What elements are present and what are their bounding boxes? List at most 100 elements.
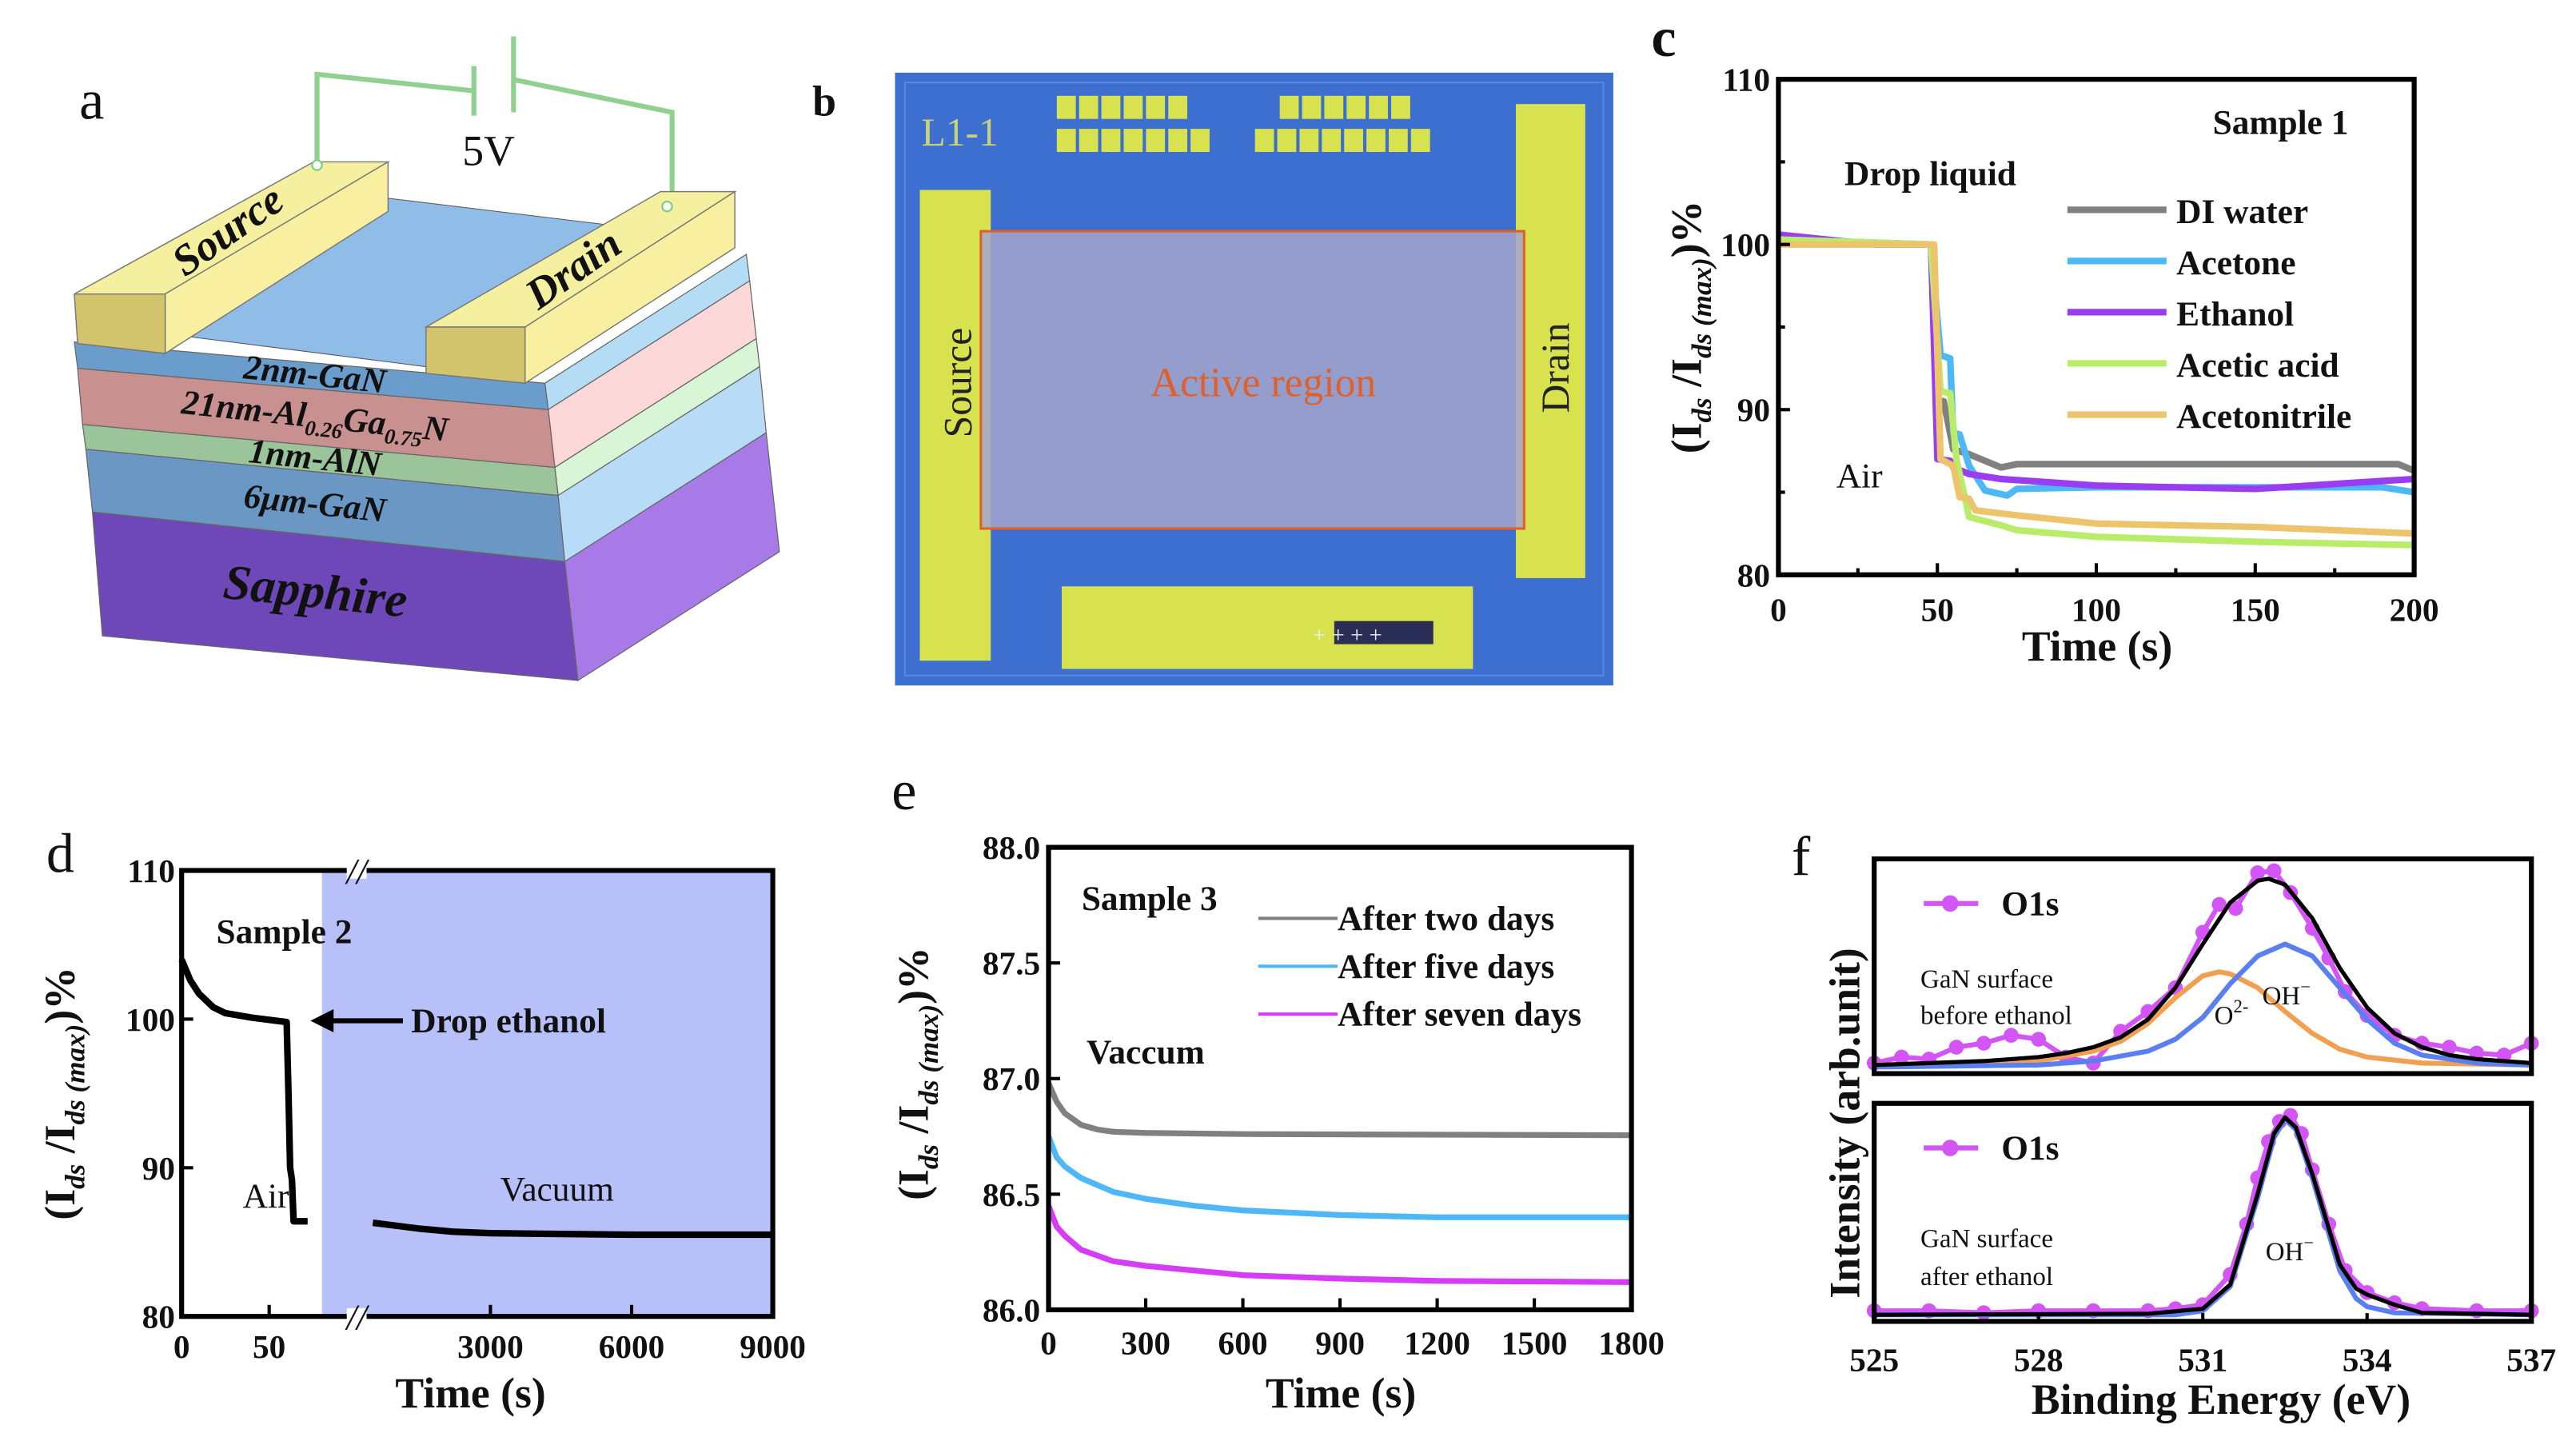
layer-label-part: N bbox=[421, 409, 452, 449]
y-tick-label: 100 bbox=[126, 1001, 175, 1038]
x-axis-label: Time (s) bbox=[1266, 1369, 1416, 1417]
plot-frame bbox=[1872, 856, 2534, 1076]
sample-note: after ethanol bbox=[1920, 1263, 2053, 1291]
y-axis-label-part: (I bbox=[890, 1169, 938, 1200]
legend-label: Acetone bbox=[2176, 244, 2295, 282]
bond-pad bbox=[1190, 129, 1210, 153]
axis-break-gap bbox=[346, 862, 367, 879]
x-tick-label: 1800 bbox=[1598, 1325, 1665, 1362]
y-axis-label-part: ds (max) bbox=[913, 1004, 944, 1105]
bond-pad bbox=[1146, 129, 1166, 153]
series-line-acetonitrile bbox=[1778, 241, 2415, 537]
y-tick-label: 90 bbox=[1737, 392, 1770, 429]
bond-pad bbox=[1344, 129, 1363, 153]
series-line-after-seven-days bbox=[1046, 1204, 1632, 1285]
vacuum-shaded-region bbox=[321, 870, 773, 1317]
raw-data-point bbox=[2031, 1032, 2047, 1047]
bond-pad bbox=[1346, 95, 1366, 119]
y-axis-label-part: )% bbox=[1662, 201, 1710, 258]
y-axis-label-part: )% bbox=[36, 967, 84, 1024]
bond-pad bbox=[1388, 129, 1408, 153]
sample-label: Sample 2 bbox=[217, 912, 353, 951]
y-axis-label-part: ds bbox=[1686, 397, 1717, 422]
axis-break-gap bbox=[346, 1307, 367, 1325]
fit-curve-envelope bbox=[1874, 876, 2532, 1068]
environment-label: Air bbox=[1836, 457, 1883, 495]
sample-note: before ethanol bbox=[1920, 1002, 2072, 1031]
x-tick-label: 537 bbox=[2506, 1341, 2556, 1378]
bond-pad bbox=[1391, 95, 1410, 119]
y-axis-label-part: /I bbox=[1662, 358, 1710, 397]
layer-label: 21nm-Al0.26Ga0.75N bbox=[178, 383, 451, 454]
bond-pad bbox=[1146, 95, 1166, 119]
bond-pad bbox=[1123, 129, 1143, 153]
y-axis-label-part: ds (max) bbox=[59, 1024, 90, 1125]
peak-label-text: O bbox=[2215, 1002, 2234, 1031]
y-tick-label: 87.5 bbox=[983, 945, 1040, 982]
raw-data-point bbox=[2004, 1028, 2019, 1043]
legend-label: DI water bbox=[2176, 193, 2308, 231]
x-tick-label: 50 bbox=[1921, 592, 1954, 629]
y-tick-label: 86.5 bbox=[983, 1176, 1040, 1213]
chip-id: L1-1 bbox=[921, 110, 998, 154]
x-axis-label: Binding Energy (eV) bbox=[2032, 1375, 2411, 1423]
bond-pad bbox=[1123, 95, 1143, 119]
series-line-acetic-acid bbox=[1778, 236, 2415, 549]
axis-break-icon: // bbox=[344, 1298, 370, 1338]
x-tick-label: 528 bbox=[2014, 1341, 2064, 1378]
legend-marker-icon bbox=[1941, 895, 1959, 912]
drain-pad bbox=[1516, 104, 1585, 578]
alignment-mark bbox=[1334, 621, 1434, 645]
legend-label: O1s bbox=[2001, 884, 2059, 923]
y-axis-label-part: /I bbox=[36, 1124, 84, 1164]
legend-label: O1s bbox=[2001, 1129, 2059, 1168]
sample-label: Sample 3 bbox=[1082, 880, 1218, 918]
x-axis-label: Time (s) bbox=[395, 1369, 545, 1417]
panel-label-e: e bbox=[891, 760, 916, 822]
plot-frame bbox=[179, 868, 776, 1319]
source-contact-icon bbox=[311, 159, 323, 171]
peak-label-charge: − bbox=[2300, 976, 2311, 996]
x-tick-label: 6000 bbox=[599, 1328, 665, 1365]
x-tick-label: 200 bbox=[2390, 592, 2439, 629]
x-tick-label: 150 bbox=[2231, 592, 2280, 629]
peak-label: O2- bbox=[2215, 996, 2249, 1030]
raw-data-point bbox=[2266, 863, 2282, 879]
legend-label: Acetonitrile bbox=[2176, 397, 2351, 436]
panel-label-c: c bbox=[1651, 6, 1676, 69]
legend-label: After five days bbox=[1338, 948, 1554, 986]
y-tick-label: 87.0 bbox=[983, 1060, 1040, 1097]
raw-data-point bbox=[2228, 900, 2243, 916]
legend-label: After seven days bbox=[1338, 996, 1581, 1034]
drain-contact-icon bbox=[661, 200, 673, 213]
y-axis-label-part: )% bbox=[890, 947, 938, 1004]
panel-c-chart: c 0 50 100 150 200 80 90 100 110 Time (s) (Ids /Id… bbox=[1651, 6, 2438, 670]
sample-note: GaN surface bbox=[1920, 1224, 2053, 1253]
sample-note: GaN surface bbox=[1920, 965, 2053, 994]
x-tick-label: 0 bbox=[1040, 1325, 1057, 1362]
y-axis-label-part: ds bbox=[59, 1164, 90, 1189]
series-line-right bbox=[372, 1219, 773, 1239]
y-axis-label: (Ids /Ids (max))% bbox=[890, 947, 944, 1200]
event-label: Drop ethanol bbox=[411, 1002, 606, 1040]
panel-label-d: d bbox=[46, 823, 74, 885]
panel-b-chip-micrograph: b L1-1 + + + + Active region Source Drai… bbox=[812, 72, 1613, 686]
layer-stack: 2nm-GaN21nm-Al0.26Ga0.75N1nm-AlN6μm-GaNS… bbox=[74, 253, 780, 682]
bond-pad bbox=[1254, 129, 1274, 153]
battery-circuit-icon bbox=[314, 36, 675, 207]
x-tick-label: 0 bbox=[1770, 592, 1787, 629]
plot-frame bbox=[1776, 77, 2417, 577]
y-axis-label: Intensity (arb.unit) bbox=[1821, 948, 1869, 1299]
raw-data-point bbox=[2442, 1040, 2457, 1055]
y-tick-label: 86.0 bbox=[983, 1291, 1040, 1328]
bond-pad bbox=[1279, 95, 1299, 119]
layer-label-part: Ga bbox=[341, 400, 388, 442]
bond-pad bbox=[1079, 95, 1099, 119]
sample-label: Sample 1 bbox=[2213, 103, 2349, 142]
panel-label-a: a bbox=[79, 70, 104, 132]
shaded-region-label: Vacuum bbox=[500, 1171, 614, 1209]
x-tick-label: 1500 bbox=[1501, 1325, 1568, 1362]
y-tick-label: 90 bbox=[142, 1150, 175, 1187]
